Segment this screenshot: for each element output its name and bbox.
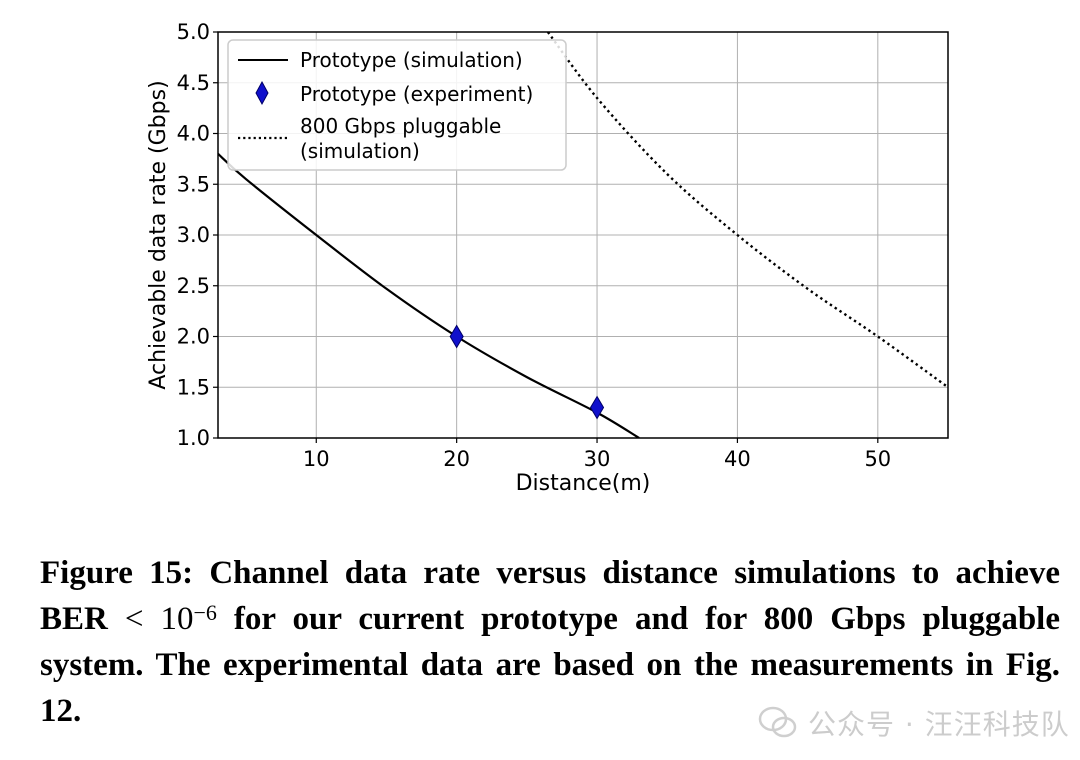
- wechat-logo-icon: [758, 706, 797, 738]
- figure-caption: Figure 15: Channel data rate versus dist…: [40, 550, 1060, 734]
- plot-series: [218, 32, 948, 438]
- caption-exponent: −6: [193, 600, 217, 625]
- series-line-prototype-simulation: [218, 152, 640, 438]
- x-tick-label: 50: [864, 447, 891, 471]
- caption-base: 10: [160, 601, 194, 637]
- y-tick-label: 3.0: [177, 223, 210, 247]
- series-line-pluggable-simulation: [546, 32, 948, 389]
- y-tick-label: 5.0: [177, 20, 210, 44]
- y-tick-label: 2.0: [177, 325, 210, 349]
- legend-label-experiment: Prototype (experiment): [300, 82, 533, 106]
- x-tick-label: 40: [724, 447, 751, 471]
- legend: Prototype (simulation) Prototype (experi…: [227, 39, 567, 171]
- y-tick-label: 1.5: [177, 375, 210, 399]
- y-axis-title: Achievable data rate (Gbps): [146, 80, 171, 389]
- x-tick-label: 10: [303, 447, 330, 471]
- y-tick-label: 4.5: [177, 71, 210, 95]
- legend-label-pluggable: 800 Gbps pluggable (simulation): [300, 114, 501, 163]
- chart: 10 20 30 40 50 1.0 1.5 2.0 2.5 3.0 3.5 4.0 4.5 5.0 D…: [146, 20, 949, 496]
- y-tick-label: 1.0: [177, 426, 210, 450]
- watermark: 公众号 · 汪汪科技队: [758, 700, 1070, 746]
- legend-label-simulation: Prototype (simulation): [300, 48, 523, 72]
- y-tick-label: 3.5: [177, 172, 210, 196]
- caption-suffix: for our current prototype and for 800 Gb…: [40, 601, 1060, 729]
- caption-prefix: Figure 15: Channel data rate versus dist…: [40, 555, 1060, 637]
- x-tick-label: 30: [584, 447, 611, 471]
- y-tick-labels: 1.0 1.5 2.0 2.5 3.0 3.5 4.0 4.5 5.0: [177, 20, 210, 450]
- y-tick-label: 2.5: [177, 274, 210, 298]
- legend-box: [227, 39, 567, 171]
- watermark-text: 公众号 · 汪汪科技队: [808, 708, 1070, 741]
- plot-frame: [217, 31, 949, 439]
- legend-diamond-marker-icon: [255, 80, 269, 106]
- series-point-prototype-experiment: [589, 395, 605, 420]
- x-axis-title: Distance(m): [516, 471, 651, 496]
- y-tick-label: 4.0: [177, 122, 210, 146]
- caption-less-than: <: [124, 601, 144, 637]
- series-point-prototype-experiment: [449, 324, 464, 349]
- x-tick-labels: 10 20 30 40 50: [303, 447, 891, 471]
- x-tick-label: 20: [443, 447, 470, 471]
